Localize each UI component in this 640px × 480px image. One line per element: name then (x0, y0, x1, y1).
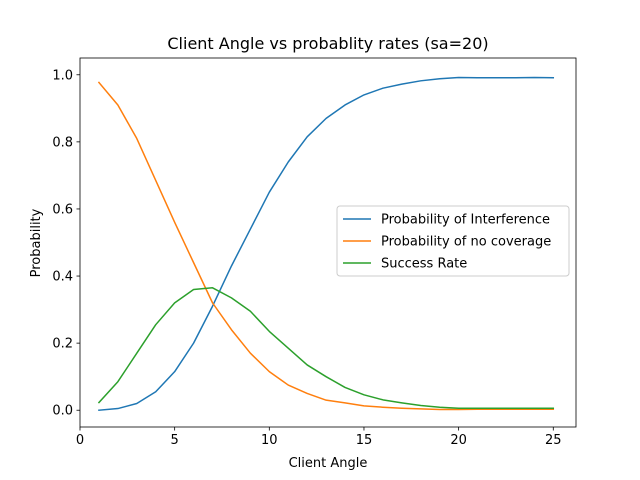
legend-label-probability-of-interference: Probability of Interference (381, 213, 550, 228)
x-tick-label: 20 (450, 433, 467, 448)
y-tick-label: 0.0 (52, 404, 73, 419)
series-line-probability-of-interference (98, 76, 555, 412)
y-tick-label: 0.8 (52, 135, 73, 150)
x-tick-label: 10 (261, 433, 278, 448)
y-axis-label: Probability (29, 208, 44, 277)
legend-box (336, 205, 570, 277)
series-line-success-rate (97, 287, 555, 409)
x-tick-label: 15 (356, 433, 373, 448)
series-line-probability-of-no-coverage (97, 81, 555, 411)
x-tick-label: 0 (76, 433, 84, 448)
chart-title: Client Angle vs probablity rates (sa=20) (167, 34, 488, 53)
axes-frame (79, 57, 577, 428)
legend-label-success-rate: Success Rate (381, 257, 467, 272)
x-tick-label: 25 (545, 433, 562, 448)
legend-label-probability-of-no-coverage: Probability of no coverage (381, 235, 551, 250)
y-tick-label: 1.0 (52, 68, 73, 83)
y-tick-label: 0.2 (52, 337, 73, 352)
x-axis-label: Client Angle (289, 456, 368, 471)
y-tick-label: 0.6 (52, 202, 73, 217)
y-tick-label: 0.4 (52, 270, 73, 285)
x-tick-label: 5 (171, 433, 179, 448)
plot-area: 0 5 10 15 20 25 0.0 0.2 0.4 0.6 0.8 1.0 Probability … (52, 57, 577, 448)
